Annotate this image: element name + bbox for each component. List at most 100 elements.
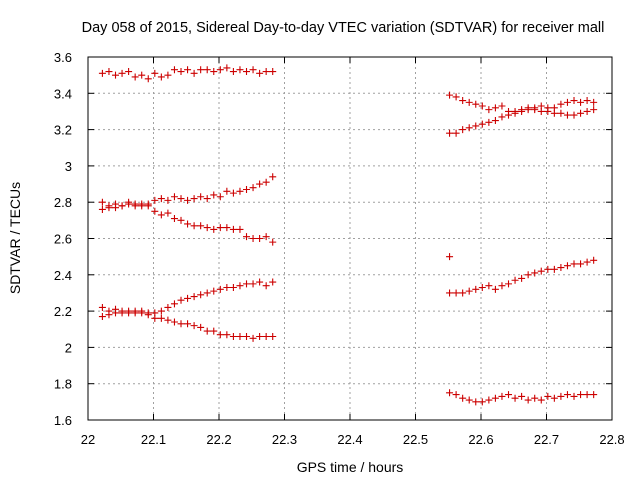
data-point: [524, 271, 532, 279]
data-point: [184, 320, 192, 328]
data-point: [570, 97, 578, 105]
y-tick-label: 3: [65, 159, 72, 174]
data-point: [223, 187, 231, 195]
data-point: [570, 392, 578, 400]
series-sat-e: [98, 303, 277, 342]
data-point: [229, 333, 237, 341]
data-point: [485, 282, 493, 290]
x-tick-label: 22.4: [337, 432, 362, 447]
data-point: [249, 184, 257, 192]
y-tick-label: 2.2: [54, 304, 72, 319]
data-point: [498, 102, 506, 110]
data-point: [190, 195, 198, 203]
data-point: [190, 322, 198, 330]
data-point: [452, 93, 460, 101]
data-point: [112, 305, 120, 313]
data-point: [505, 391, 513, 399]
data-point: [485, 118, 493, 126]
data-point: [570, 260, 578, 268]
data-point: [203, 66, 211, 74]
data-point: [216, 224, 224, 232]
data-point: [223, 64, 231, 72]
data-point: [243, 280, 251, 288]
data-point: [125, 200, 133, 208]
data-point: [118, 69, 126, 77]
data-point: [583, 258, 591, 266]
x-tick-label: 22.3: [272, 432, 297, 447]
data-point: [164, 303, 172, 311]
y-tick-label: 1.6: [54, 413, 72, 428]
data-point: [164, 316, 172, 324]
data-point: [184, 196, 192, 204]
data-point: [472, 285, 480, 293]
data-point: [524, 104, 532, 112]
data-point: [563, 111, 571, 119]
data-point: [177, 216, 185, 224]
data-point: [518, 107, 526, 115]
data-point: [236, 282, 244, 290]
data-point: [105, 68, 113, 76]
data-point: [243, 68, 251, 76]
data-point: [236, 333, 244, 341]
series-sat-c: [98, 200, 277, 246]
data-point: [223, 331, 231, 339]
data-point: [138, 309, 146, 317]
data-point: [190, 69, 198, 77]
data-point: [465, 396, 473, 404]
axis-ticks: 22 22.1 22.2 22.3 22.4 22.5 22.6 22.7 22.81.61.8…: [54, 50, 625, 447]
y-tick-label: 2.8: [54, 195, 72, 210]
data-point: [269, 333, 277, 341]
x-tick-label: 22: [81, 432, 95, 447]
data-point: [452, 289, 460, 297]
data-point: [256, 180, 264, 188]
y-tick-label: 2: [65, 340, 72, 355]
data-point: [229, 225, 237, 233]
x-tick-label: 22.2: [206, 432, 231, 447]
data-point: [229, 189, 237, 197]
data-point: [210, 225, 218, 233]
data-point: [577, 260, 585, 268]
series-sat-i: [446, 253, 454, 261]
data-point: [151, 207, 159, 215]
data-point: [249, 334, 257, 342]
data-point: [157, 307, 165, 315]
data-point: [157, 73, 165, 81]
data-point: [157, 314, 165, 322]
data-point: [249, 235, 257, 242]
data-point: [197, 291, 205, 299]
data-point: [216, 66, 224, 74]
data-point: [243, 185, 251, 193]
data-point: [498, 282, 506, 290]
data-point: [452, 129, 460, 137]
data-point: [144, 200, 152, 208]
data-point: [269, 68, 277, 76]
chart-title: Day 058 of 2015, Sidereal Day-to-day VTE…: [82, 20, 605, 36]
data-point: [157, 195, 165, 203]
data-point: [511, 276, 519, 284]
data-point: [577, 391, 585, 399]
data-point: [177, 320, 185, 328]
data-point: [197, 323, 205, 331]
data-point: [472, 398, 480, 406]
data-point: [583, 97, 591, 105]
data-point: [478, 284, 486, 292]
data-point: [570, 111, 578, 119]
data-point: [164, 209, 172, 217]
data-point: [125, 309, 133, 317]
data-point: [229, 68, 237, 76]
data-point: [98, 313, 106, 321]
data-point: [491, 117, 499, 125]
data-point: [170, 215, 178, 223]
data-point: [557, 392, 565, 400]
data-point: [550, 265, 558, 273]
data-point: [491, 285, 499, 293]
data-point: [537, 396, 545, 404]
data-point: [98, 205, 106, 213]
data-point: [262, 282, 270, 290]
data-point: [491, 104, 499, 112]
data-point: [256, 235, 264, 242]
series-sat-a: [98, 64, 277, 83]
data-point: [164, 71, 172, 79]
data-point: [131, 202, 139, 210]
y-tick-label: 3.4: [54, 86, 72, 101]
